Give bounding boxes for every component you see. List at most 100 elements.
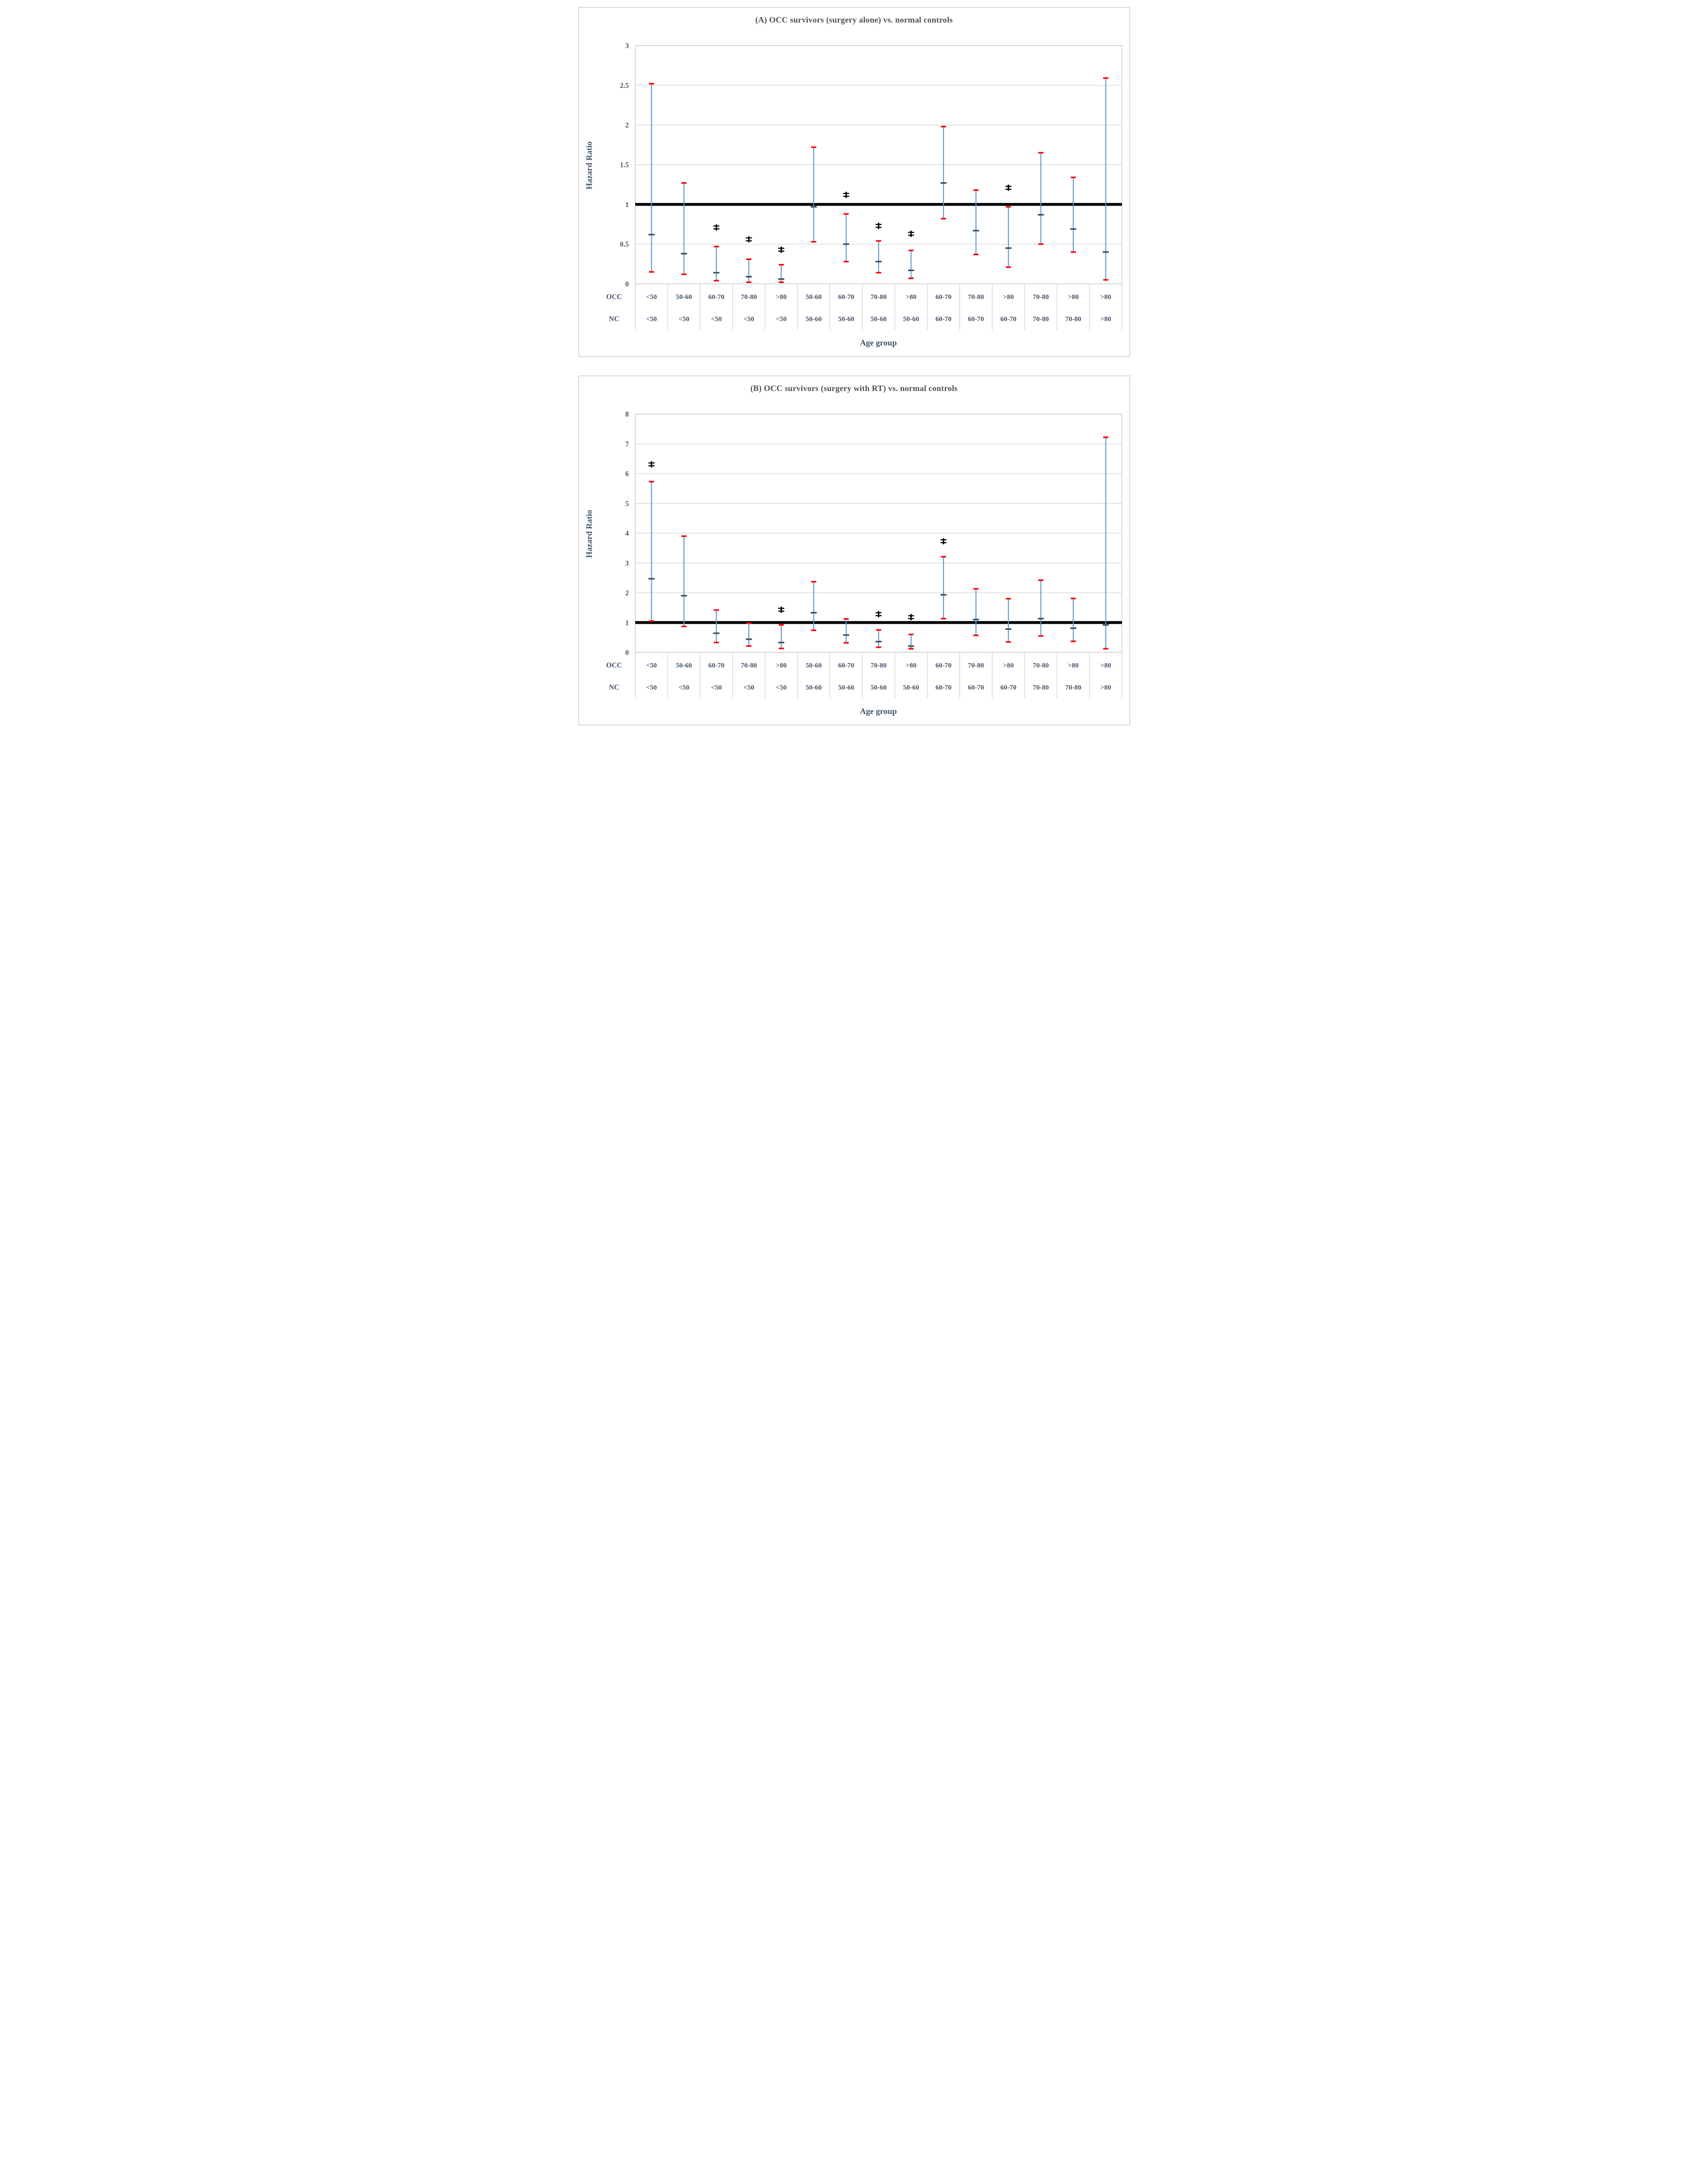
hazard-ratio-series: >80 <50 — [776, 246, 787, 323]
nc-category-label: 50-60 — [805, 316, 822, 323]
significance-star — [1005, 184, 1012, 191]
occ-category-label: 70-80 — [741, 293, 757, 301]
hazard-ratio-series: <50 <50 — [646, 461, 657, 691]
significance-star — [778, 246, 784, 253]
nc-category-label: 70-80 — [1033, 316, 1049, 323]
hazard-ratio-series: >80 >80 — [1100, 77, 1111, 323]
occ-category-label: >80 — [1003, 293, 1014, 301]
significance-star — [908, 614, 914, 621]
nc-category-label: 70-80 — [1065, 316, 1081, 323]
occ-category-label: >80 — [776, 293, 787, 301]
y-tick-label: 0 — [625, 649, 629, 657]
nc-category-label: <50 — [776, 316, 787, 323]
occ-category-label: 70-80 — [968, 662, 984, 669]
hazard-ratio-series: 50-60 <50 — [676, 535, 692, 691]
nc-category-label: 50-60 — [838, 684, 854, 691]
chart-a-x-axis-title: Age group — [860, 338, 897, 347]
occ-row-header: OCC — [606, 662, 621, 669]
y-tick-label: 1 — [625, 619, 629, 627]
hazard-ratio-series: 50-60 <50 — [676, 182, 692, 323]
occ-category-label: >80 — [1068, 662, 1079, 669]
figure-page: (A) OCC survivors (surgery alone) vs. no… — [569, 0, 1139, 731]
occ-category-label: 60-70 — [838, 662, 854, 669]
nc-category-label: 50-60 — [838, 316, 854, 323]
chart-a-plot: 0 0.5 1 1.5 2 2.5 3 OCC NC <50 <50 50-60 <50 60-70 <50… — [606, 42, 1122, 330]
significance-star — [778, 606, 784, 613]
occ-category-label: >80 — [1068, 293, 1079, 301]
hazard-ratio-series: 60-70 60-70 — [935, 126, 951, 323]
nc-category-label: <50 — [646, 684, 657, 691]
occ-category-label: 50-60 — [676, 293, 692, 301]
occ-category-label: >80 — [1003, 662, 1014, 669]
nc-category-label: 50-60 — [805, 684, 822, 691]
nc-category-label: 60-70 — [1000, 316, 1016, 323]
hazard-ratio-series: >80 <50 — [776, 606, 787, 691]
chart-a-title: (A) OCC survivors (surgery alone) vs. no… — [755, 15, 953, 24]
hazard-ratio-series: 60-70 50-60 — [838, 191, 854, 323]
nc-category-label: 50-60 — [870, 684, 886, 691]
y-tick-label: 2 — [625, 121, 629, 129]
y-tick-label: 3 — [625, 42, 629, 50]
nc-category-label: >80 — [1100, 316, 1111, 323]
occ-category-label: 70-80 — [870, 293, 886, 301]
occ-category-label: 60-70 — [708, 293, 724, 301]
hazard-ratio-series: 70-80 70-80 — [1033, 152, 1049, 323]
y-tick-label: 1.5 — [620, 161, 629, 169]
hazard-ratio-series: >80 70-80 — [1065, 176, 1081, 323]
nc-category-label: 60-70 — [935, 684, 951, 691]
hazard-ratio-series: 70-80 60-70 — [968, 189, 984, 323]
nc-row-header: NC — [609, 684, 619, 691]
hazard-ratio-series: 60-70 <50 — [708, 224, 724, 323]
nc-category-label: 50-60 — [870, 316, 886, 323]
significance-star — [713, 224, 719, 231]
occ-category-label: >80 — [1100, 662, 1111, 669]
nc-category-label: 60-70 — [968, 316, 984, 323]
hazard-ratio-series: 70-80 <50 — [741, 622, 757, 691]
y-tick-label: 3 — [625, 559, 629, 567]
nc-category-label: <50 — [743, 316, 754, 323]
nc-category-label: <50 — [711, 684, 722, 691]
hazard-ratio-series: 70-80 50-60 — [870, 223, 886, 323]
significance-star — [875, 223, 882, 229]
nc-row-header: NC — [609, 315, 619, 323]
occ-category-label: >80 — [905, 293, 916, 301]
plot-border — [634, 45, 1122, 284]
occ-category-label: 50-60 — [805, 662, 822, 669]
nc-category-label: <50 — [679, 316, 690, 323]
hazard-ratio-series: >80 60-70 — [1000, 184, 1016, 323]
hazard-ratio-series: 70-80 <50 — [741, 236, 757, 323]
occ-category-label: >80 — [905, 662, 916, 669]
plot-border — [634, 414, 1122, 653]
occ-category-label: 50-60 — [676, 662, 692, 669]
significance-star — [648, 461, 655, 468]
hazard-ratio-series: >80 50-60 — [903, 230, 919, 323]
y-tick-label: 7 — [625, 440, 629, 448]
nc-category-label: 70-80 — [1033, 684, 1049, 691]
significance-star — [940, 538, 947, 545]
hazard-ratio-series: 50-60 50-60 — [805, 581, 822, 691]
hazard-ratio-series: >80 70-80 — [1065, 598, 1081, 691]
hazard-ratio-series: 60-70 50-60 — [838, 618, 854, 691]
nc-category-label: <50 — [679, 684, 690, 691]
y-tick-label: 0.5 — [620, 241, 629, 248]
y-tick-label: 2.5 — [620, 82, 629, 90]
significance-star — [843, 191, 849, 198]
hazard-ratio-series: 70-80 60-70 — [968, 588, 984, 691]
occ-row-header: OCC — [606, 293, 621, 301]
significance-star — [745, 236, 752, 243]
occ-category-label: <50 — [646, 293, 657, 301]
occ-category-label: 70-80 — [741, 662, 757, 669]
panel-chart-b: (B) OCC survivors (surgery with RT) vs. … — [578, 375, 1130, 725]
significance-star — [908, 230, 914, 237]
panel-chart-a: (A) OCC survivors (surgery alone) vs. no… — [578, 7, 1130, 357]
nc-category-label: 70-80 — [1065, 684, 1081, 691]
nc-category-label: 60-70 — [1000, 684, 1016, 691]
occ-category-label: 70-80 — [1033, 662, 1049, 669]
hazard-ratio-series: 60-70 <50 — [708, 609, 724, 691]
occ-category-label: 60-70 — [708, 662, 724, 669]
nc-category-label: <50 — [711, 316, 722, 323]
y-tick-label: 1 — [625, 201, 629, 209]
occ-category-label: 60-70 — [935, 293, 951, 301]
occ-category-label: <50 — [646, 662, 657, 669]
significance-star — [875, 611, 882, 617]
